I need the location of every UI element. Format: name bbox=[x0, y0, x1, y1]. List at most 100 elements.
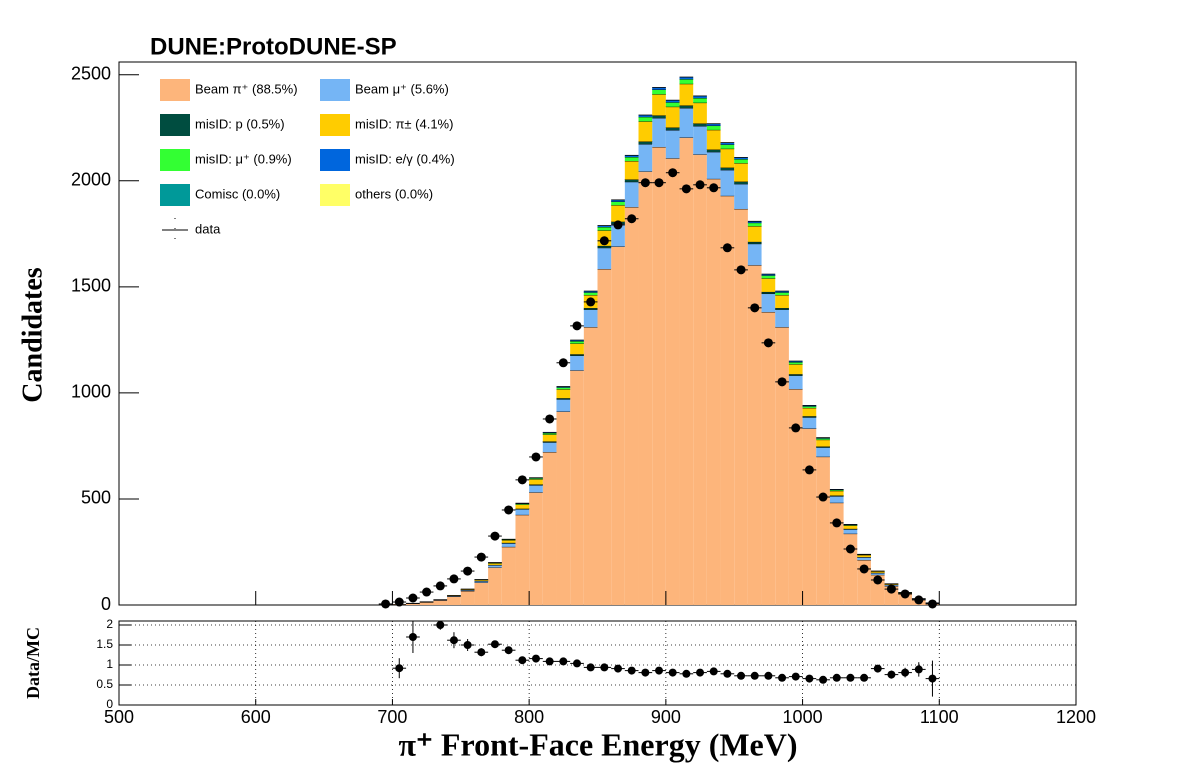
bar-segment bbox=[761, 291, 776, 294]
bar-segment bbox=[406, 603, 420, 605]
ratio-point bbox=[750, 671, 759, 680]
ratio-point bbox=[901, 668, 910, 677]
data-point bbox=[463, 566, 473, 576]
y-tick-label: 1 bbox=[106, 657, 113, 671]
y-tick-label: 500 bbox=[81, 488, 111, 508]
bar-segment bbox=[802, 428, 817, 605]
bar-segment bbox=[720, 169, 735, 196]
bar-segment bbox=[816, 439, 830, 447]
bar-segment bbox=[624, 161, 639, 180]
y-tick-label: 2500 bbox=[71, 63, 111, 83]
bar-segment bbox=[460, 591, 475, 605]
y-tick-label: 0.5 bbox=[96, 677, 113, 691]
bar-segment bbox=[488, 565, 502, 568]
ratio-point bbox=[723, 669, 732, 678]
ratio-point bbox=[928, 674, 937, 683]
data-point bbox=[490, 531, 500, 541]
bar-segment bbox=[884, 584, 899, 585]
data-point bbox=[640, 178, 650, 188]
bar-segment bbox=[734, 163, 748, 182]
bar-segment bbox=[638, 141, 653, 145]
legend-swatch bbox=[160, 79, 190, 101]
y-tick-label: 0 bbox=[106, 697, 113, 711]
ratio-point bbox=[846, 673, 855, 682]
bar-segment bbox=[556, 389, 571, 399]
ratio-point bbox=[504, 646, 513, 655]
bar-segment bbox=[734, 181, 748, 184]
ratio-point bbox=[490, 640, 499, 649]
bar-segment bbox=[583, 309, 598, 328]
bar-segment bbox=[542, 441, 557, 443]
data-point bbox=[914, 595, 924, 605]
bar-segment bbox=[775, 291, 789, 293]
legend-label: data bbox=[195, 221, 221, 236]
bar-segment bbox=[829, 490, 844, 496]
ratio-point bbox=[395, 664, 404, 673]
bar-segment bbox=[665, 158, 680, 605]
data-point bbox=[804, 465, 814, 475]
bar-segment bbox=[816, 446, 830, 448]
data-point bbox=[599, 236, 609, 246]
data-point bbox=[681, 184, 691, 194]
bar-segment bbox=[734, 157, 748, 160]
data-point bbox=[722, 243, 732, 253]
bar-segment bbox=[597, 225, 612, 228]
ratio-point bbox=[449, 636, 458, 645]
x-tick-label: 1100 bbox=[920, 707, 959, 727]
y-tick-label: 2 bbox=[106, 617, 113, 631]
bar-segment bbox=[474, 579, 489, 581]
bar-segment bbox=[652, 94, 666, 116]
bar-segment bbox=[624, 155, 639, 158]
bar-segment bbox=[679, 108, 694, 138]
bar-segment bbox=[720, 195, 735, 606]
bar-segment bbox=[570, 343, 584, 355]
bar-segment bbox=[597, 269, 612, 605]
bar-segment bbox=[802, 417, 817, 429]
bar-segment bbox=[597, 247, 612, 270]
data-point bbox=[435, 581, 445, 591]
data-point bbox=[558, 358, 568, 368]
bar-segment bbox=[802, 406, 817, 408]
legend-label: others (0.0%) bbox=[355, 186, 433, 201]
bar-segment bbox=[857, 554, 871, 558]
y-tick-label: 2000 bbox=[71, 170, 111, 190]
bar-segment bbox=[679, 77, 694, 80]
bar-segment bbox=[570, 354, 584, 356]
bar-segment bbox=[693, 102, 707, 124]
bar-segment bbox=[433, 600, 448, 605]
bar-segment bbox=[652, 147, 666, 606]
bar-segment bbox=[706, 129, 721, 150]
ratio-point bbox=[614, 664, 623, 673]
bar-segment bbox=[488, 563, 502, 565]
legend-swatch bbox=[320, 114, 350, 136]
ratio-point bbox=[572, 659, 581, 668]
data-point bbox=[504, 505, 514, 515]
bar-segment bbox=[693, 98, 707, 103]
bar-segment bbox=[597, 227, 612, 231]
legend-label: Comisc (0.0%) bbox=[195, 186, 280, 201]
bar-segment bbox=[570, 340, 584, 342]
ratio-point bbox=[696, 668, 705, 677]
data-point bbox=[709, 183, 719, 193]
bar-segment bbox=[706, 178, 721, 606]
ratio-point bbox=[860, 673, 869, 682]
x-tick-label: 600 bbox=[241, 707, 271, 727]
bar-segment bbox=[775, 309, 789, 328]
data-point bbox=[394, 597, 404, 607]
bar-segment bbox=[679, 79, 694, 84]
ratio-point bbox=[778, 673, 787, 682]
ratio-point bbox=[668, 668, 677, 677]
bar-segment bbox=[720, 144, 735, 149]
bar-segment bbox=[693, 95, 707, 99]
data-point bbox=[832, 518, 842, 528]
bar-segment bbox=[638, 115, 653, 117]
bar-segment bbox=[529, 492, 543, 605]
bar-segment bbox=[775, 327, 789, 605]
bar-segment bbox=[638, 171, 653, 606]
bar-segment bbox=[679, 105, 694, 109]
bar-segment bbox=[542, 452, 557, 605]
data-point bbox=[750, 303, 760, 313]
bar-segment bbox=[747, 221, 762, 223]
data-point bbox=[531, 452, 541, 462]
